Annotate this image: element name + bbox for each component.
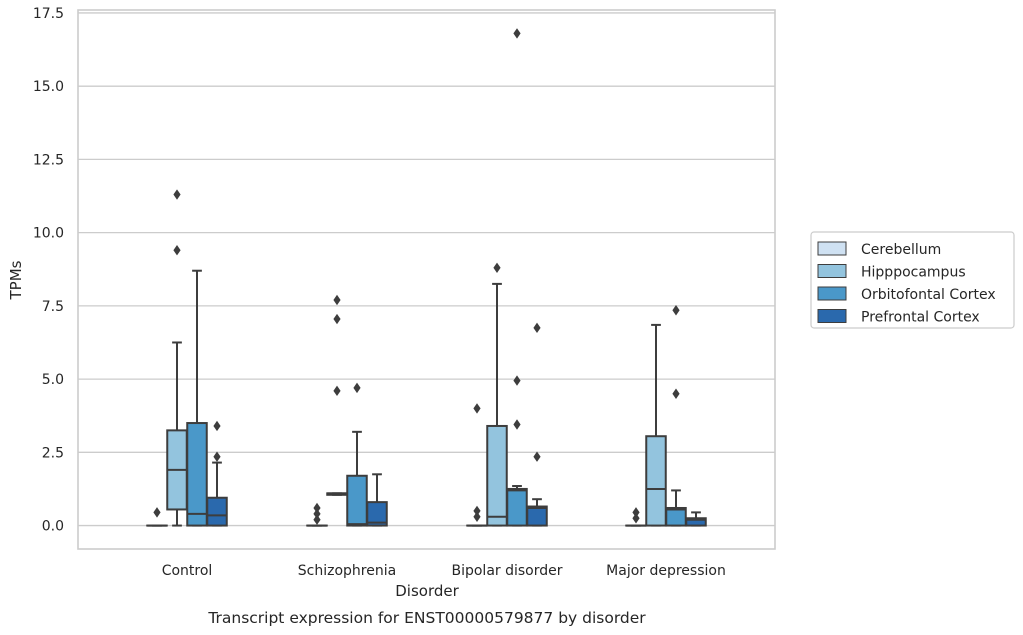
outlier-point xyxy=(173,189,181,200)
box-plot xyxy=(526,322,548,527)
outlier-point xyxy=(213,420,221,432)
x-axis-label: Disorder xyxy=(395,582,459,600)
outlier-point xyxy=(313,508,321,520)
outlier-point xyxy=(513,375,521,386)
outlier-point xyxy=(313,502,321,514)
outlier-point xyxy=(533,322,541,334)
outlier-point xyxy=(313,514,321,525)
outlier-point xyxy=(333,313,341,325)
outlier-point xyxy=(513,419,521,430)
x-tick-label: Bipolar disorder xyxy=(451,563,562,579)
outlier-point xyxy=(153,507,161,518)
outlier-point xyxy=(353,382,361,394)
outlier-point xyxy=(533,451,541,462)
legend-swatch xyxy=(817,264,847,278)
box-body xyxy=(486,424,508,527)
outlier-point xyxy=(513,28,521,39)
legend-label: Prefrontal Cortex xyxy=(861,310,980,326)
plot-frame xyxy=(77,9,776,550)
outlier-point xyxy=(493,262,501,273)
x-tick-label: Schizophrenia xyxy=(298,563,396,579)
box-body xyxy=(206,496,228,527)
y-tick-label: 17.5 xyxy=(33,6,64,22)
box-body xyxy=(506,487,528,527)
y-tick-label: 15.0 xyxy=(33,79,64,95)
legend-label: Hipppocampus xyxy=(861,265,966,281)
box-plot xyxy=(206,420,228,527)
legend-swatch xyxy=(817,241,847,256)
legend-frame xyxy=(810,231,1015,329)
box-body xyxy=(685,517,707,527)
outlier-point xyxy=(473,403,481,414)
box-body xyxy=(526,505,548,527)
outlier-point xyxy=(632,507,640,518)
outlier-point xyxy=(672,305,680,316)
box-plot xyxy=(166,189,188,527)
y-axis-label: TPMs xyxy=(7,260,25,300)
outlier-point xyxy=(473,511,481,522)
legend-swatch xyxy=(817,286,847,301)
y-tick-label: 2.5 xyxy=(42,445,64,461)
box-body xyxy=(346,474,368,527)
box-plot xyxy=(685,511,707,527)
outlier-point xyxy=(213,451,221,462)
outlier-point xyxy=(333,385,341,397)
legend: Cerebellum Hipppocampus Orbitofontal Corte… xyxy=(810,231,1015,329)
box-plots xyxy=(146,28,707,527)
box-plot xyxy=(346,382,368,527)
legend-label: Cerebellum xyxy=(861,242,941,258)
y-tick-label: 10.0 xyxy=(33,226,64,242)
box-body xyxy=(665,506,687,527)
box-plot xyxy=(186,269,208,527)
x-axis-ticks: Control Schizophrenia Bipolar disorder Majo… xyxy=(162,563,726,579)
chart-title: Transcript expression for ENST0000057987… xyxy=(207,609,646,627)
y-tick-label: 7.5 xyxy=(42,299,64,315)
outlier-point xyxy=(173,245,181,256)
y-axis-ticks: 0.0 2.5 5.0 7.5 10.0 12.5 15.0 17.5 xyxy=(33,6,64,535)
box-plot xyxy=(506,28,528,527)
box-plot xyxy=(146,507,168,527)
outlier-point xyxy=(672,388,680,399)
box-body xyxy=(645,435,667,527)
box-plot xyxy=(366,473,388,527)
box-plot xyxy=(645,323,667,527)
outlier-point xyxy=(473,505,481,517)
box-plot xyxy=(306,502,328,527)
x-tick-label: Control xyxy=(162,563,213,579)
box-body xyxy=(366,501,388,527)
box-plot xyxy=(625,507,647,527)
outlier-point xyxy=(333,294,341,306)
box-plot xyxy=(665,305,687,527)
box-body xyxy=(186,422,208,527)
y-tick-label: 0.0 xyxy=(42,519,64,535)
y-tick-label: 12.5 xyxy=(33,152,64,168)
y-tick-label: 5.0 xyxy=(42,372,64,388)
box-plot xyxy=(486,262,508,527)
legend-label: Orbitofontal Cortex xyxy=(861,287,996,303)
outlier-point xyxy=(632,513,640,524)
legend-swatch xyxy=(817,309,847,323)
box-plot xyxy=(466,403,488,527)
x-tick-label: Major depression xyxy=(606,563,726,579)
